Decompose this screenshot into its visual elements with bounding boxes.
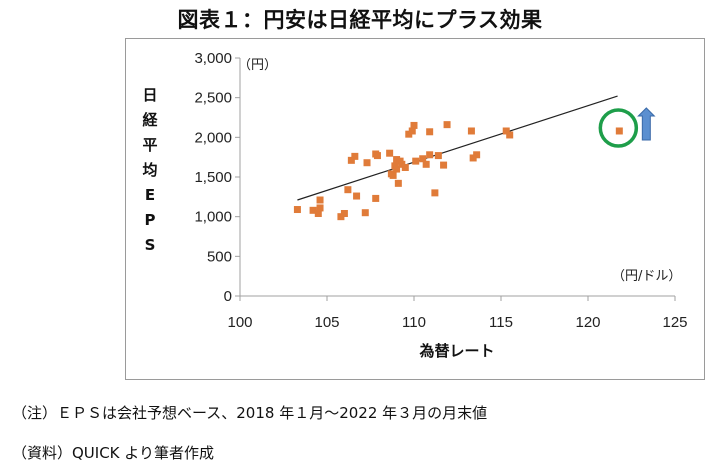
data-point (373, 152, 381, 160)
x-tick-label: 125 (662, 314, 687, 331)
x-tick-label: 115 (489, 314, 513, 331)
y-tick-label: 500 (207, 248, 232, 265)
x-axis-label: 為替レート (418, 342, 494, 360)
data-point (386, 149, 394, 157)
y-axis-label-char: 経 (142, 111, 158, 129)
data-point (316, 196, 324, 204)
y-axis-label-char: 均 (142, 161, 157, 179)
data-point (443, 121, 451, 129)
up-arrow-icon (637, 107, 656, 141)
data-point (389, 171, 397, 179)
data-point (473, 151, 481, 159)
data-point (314, 209, 322, 217)
data-point (344, 186, 352, 194)
y-tick-label: 2,500 (194, 90, 232, 107)
data-point (419, 155, 427, 163)
trendline (297, 95, 618, 201)
data-point (422, 160, 430, 168)
data-point (426, 151, 434, 159)
data-point (309, 206, 317, 214)
data-point (340, 209, 348, 217)
data-point (426, 128, 434, 136)
data-point (361, 209, 369, 217)
data-point (353, 192, 361, 200)
data-point (408, 127, 416, 135)
data-point (615, 127, 623, 135)
annotations (598, 107, 656, 148)
data-point (293, 206, 301, 214)
data-point (506, 131, 514, 139)
data-point (351, 152, 359, 160)
chart-frame (125, 38, 705, 380)
x-unit-label: （円/ドル） (612, 269, 681, 284)
axes: 0 500 1,000 1,500 2,000 2,500 3,000 100 105 110 11… (194, 50, 687, 331)
data-point (431, 189, 439, 197)
highlight-circle-icon (598, 108, 639, 148)
data-point (393, 165, 401, 173)
data-point (347, 156, 355, 164)
y-axis-label-char: E (145, 186, 155, 204)
data-point (372, 194, 380, 202)
y-tick-label: 1,000 (194, 209, 232, 226)
x-tick-label: 110 (402, 314, 426, 331)
data-point (316, 204, 324, 212)
data-point (440, 161, 448, 169)
data-point (502, 127, 510, 135)
y-tick-label: 1,500 (194, 169, 232, 186)
y-axis-label-char: 日 (142, 86, 157, 104)
data-point (434, 152, 442, 160)
x-tick-label: 120 (575, 314, 600, 331)
data-point (412, 157, 420, 165)
y-tick-label: 2,000 (194, 129, 232, 146)
data-point (394, 179, 402, 187)
y-unit-label: （円） (238, 58, 277, 73)
x-tick-label: 105 (314, 314, 339, 331)
y-tick-label: 3,000 (194, 50, 232, 67)
y-axis-label-char: P (145, 211, 156, 229)
footnote: （注）ＥＰＳは会社予想ベース、2018 年１月～2022 年３月の月末値 (12, 404, 488, 422)
x-tick-label: 100 (227, 314, 252, 331)
data-point (467, 127, 475, 135)
y-axis-label-char: 平 (142, 136, 157, 154)
source-note: （資料）QUICK より筆者作成 (12, 444, 214, 462)
data-points (293, 121, 623, 221)
chart-title: 図表１：円安は日経平均にプラス効果 (177, 8, 543, 32)
data-point (363, 159, 371, 167)
y-axis-label-char: S (145, 236, 156, 254)
y-tick-label: 0 (224, 288, 232, 305)
data-point (410, 121, 418, 129)
trendline-line (297, 95, 618, 201)
data-point (401, 163, 409, 171)
